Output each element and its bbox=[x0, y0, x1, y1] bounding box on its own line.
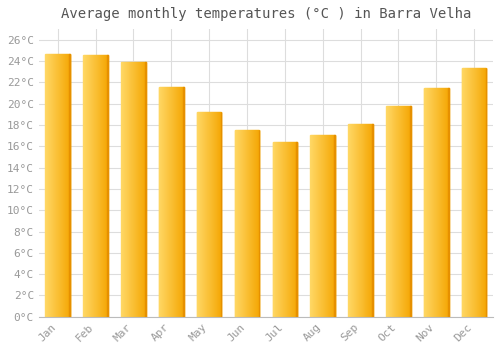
Bar bbox=[296, 142, 297, 317]
Bar bbox=[334, 134, 335, 317]
Bar bbox=[220, 112, 222, 317]
Bar bbox=[372, 124, 373, 317]
Bar bbox=[145, 62, 146, 317]
Bar bbox=[107, 55, 108, 317]
Bar bbox=[258, 130, 260, 317]
Bar bbox=[183, 86, 184, 317]
Title: Average monthly temperatures (°C ) in Barra Velha: Average monthly temperatures (°C ) in Ba… bbox=[60, 7, 471, 21]
